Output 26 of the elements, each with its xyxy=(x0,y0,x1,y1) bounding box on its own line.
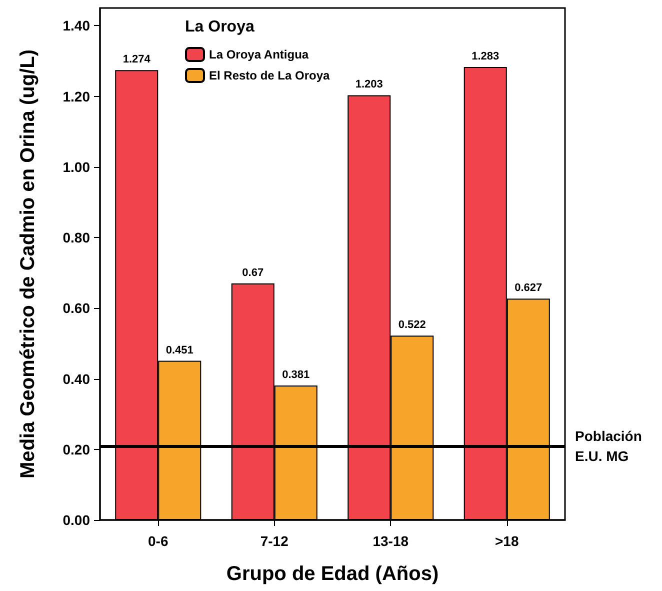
data-label: 0.67 xyxy=(242,266,264,279)
y-tick-label: 1.40 xyxy=(62,18,90,34)
data-label: 0.627 xyxy=(514,282,542,294)
x-tick-label: 0-6 xyxy=(148,533,168,549)
y-tick-label: 0.20 xyxy=(62,441,90,458)
data-label: 0.381 xyxy=(282,368,310,381)
x-tick-label: 7-12 xyxy=(260,533,289,549)
x-tick-label: 13-18 xyxy=(372,533,409,549)
y-tick-label: 0.80 xyxy=(62,230,90,246)
x-tick-label: >18 xyxy=(495,533,519,549)
x-axis-title: Grupo de Edad (Años) xyxy=(226,563,439,585)
data-label: 0.451 xyxy=(166,344,194,356)
y-tick-label: 1.20 xyxy=(62,88,90,104)
ref-line-label: Población E.U. MG xyxy=(575,428,646,464)
data-label: 1.203 xyxy=(355,78,383,91)
data-label: 1.283 xyxy=(472,50,500,62)
legend-label: El Resto de La Oroya xyxy=(209,68,330,82)
y-tick-label: 0.40 xyxy=(62,370,90,387)
legend-title: La Oroya xyxy=(185,18,254,36)
y-tick-label: 0.60 xyxy=(62,300,90,316)
y-axis-title: Media Geométrico de Cadmio en Orina (ug/L) xyxy=(17,50,39,478)
y-tick-label: 1.00 xyxy=(62,158,90,175)
y-tick-label: 0.00 xyxy=(62,512,90,528)
data-label: 1.274 xyxy=(122,54,152,66)
data-label: 0.522 xyxy=(398,319,426,332)
legend-label: La Oroya Antigua xyxy=(209,48,309,62)
